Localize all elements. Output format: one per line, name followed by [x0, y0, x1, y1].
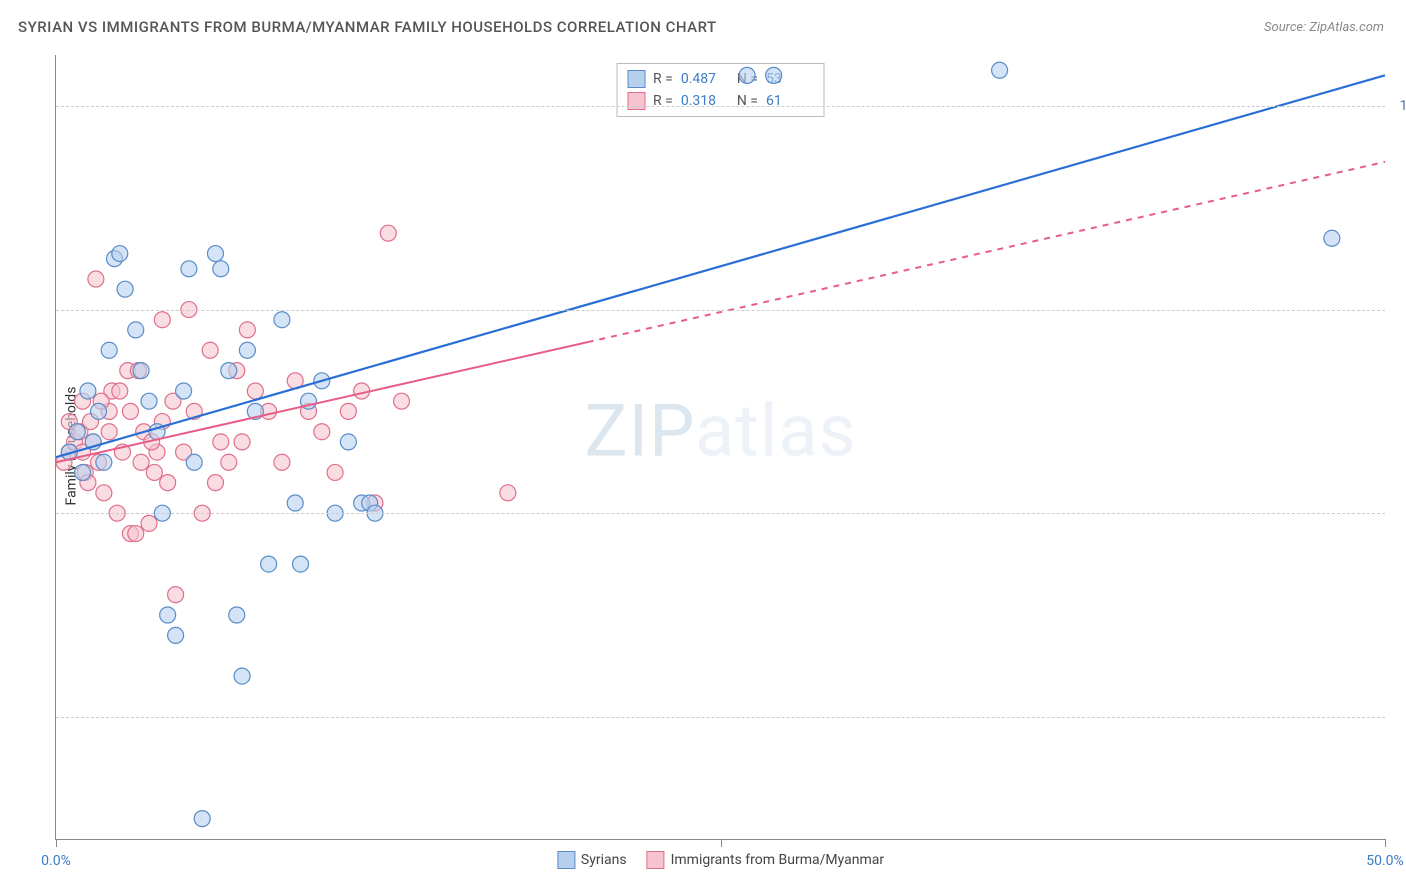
data-point — [96, 454, 112, 470]
chart-svg — [56, 55, 1385, 839]
gridline-h — [56, 310, 1385, 311]
data-point — [133, 454, 149, 470]
xtick — [56, 839, 57, 847]
chart-title: SYRIAN VS IMMIGRANTS FROM BURMA/MYANMAR … — [18, 18, 717, 36]
data-point — [101, 424, 117, 440]
xtick — [1385, 839, 1386, 847]
data-point — [239, 322, 255, 338]
gridline-h — [56, 513, 1385, 514]
data-point — [739, 67, 755, 83]
trend-line — [56, 342, 588, 462]
bottom-legend: Syrians Immigrants from Burma/Myanmar — [557, 851, 884, 869]
legend-item-a: Syrians — [557, 851, 627, 869]
data-point — [88, 271, 104, 287]
data-point — [101, 342, 117, 358]
data-point — [1324, 230, 1340, 246]
data-point — [207, 246, 223, 262]
data-point — [213, 261, 229, 277]
data-point — [234, 434, 250, 450]
data-point — [274, 312, 290, 328]
data-point — [168, 587, 184, 603]
gridline-h — [56, 717, 1385, 718]
data-point — [122, 403, 138, 419]
data-point — [160, 607, 176, 623]
legend-label-b: Immigrants from Burma/Myanmar — [671, 852, 885, 868]
gridline-h — [56, 106, 1385, 107]
data-point — [314, 424, 330, 440]
xtick-label: 0.0% — [41, 853, 71, 869]
data-point — [221, 363, 237, 379]
data-point — [327, 464, 343, 480]
data-point — [96, 485, 112, 501]
legend-swatch-a — [557, 851, 575, 869]
data-point — [75, 464, 91, 480]
data-point — [239, 342, 255, 358]
legend-item-b: Immigrants from Burma/Myanmar — [647, 851, 885, 869]
data-point — [112, 383, 128, 399]
data-point — [117, 281, 133, 297]
data-point — [80, 383, 96, 399]
data-point — [186, 454, 202, 470]
legend-swatch-b — [647, 851, 665, 869]
data-point — [394, 393, 410, 409]
data-point — [168, 627, 184, 643]
trend-line — [56, 75, 1385, 457]
data-point — [202, 342, 218, 358]
data-point — [287, 495, 303, 511]
data-point — [274, 454, 290, 470]
legend-label-a: Syrians — [581, 852, 627, 868]
data-point — [766, 67, 782, 83]
data-point — [128, 526, 144, 542]
data-point — [992, 62, 1008, 78]
data-point — [160, 475, 176, 491]
data-point — [69, 424, 85, 440]
plot-area: ZIPatlas R = 0.487 N = 53 R = 0.318 N = … — [55, 55, 1385, 840]
data-point — [146, 464, 162, 480]
data-point — [141, 393, 157, 409]
data-point — [234, 668, 250, 684]
data-point — [221, 454, 237, 470]
data-point — [500, 485, 516, 501]
data-point — [91, 403, 107, 419]
data-point — [340, 434, 356, 450]
data-point — [128, 322, 144, 338]
data-point — [194, 811, 210, 827]
data-point — [247, 383, 263, 399]
data-point — [141, 515, 157, 531]
data-point — [133, 363, 149, 379]
data-point — [340, 403, 356, 419]
data-point — [229, 607, 245, 623]
data-point — [176, 383, 192, 399]
data-point — [207, 475, 223, 491]
ytick-label: 100.0% — [1400, 98, 1406, 114]
xtick — [721, 839, 722, 847]
xtick-label: 50.0% — [1366, 853, 1404, 869]
data-point — [112, 246, 128, 262]
data-point — [293, 556, 309, 572]
data-point — [380, 225, 396, 241]
data-point — [154, 312, 170, 328]
data-point — [261, 556, 277, 572]
data-point — [213, 434, 229, 450]
source-label: Source: ZipAtlas.com — [1264, 20, 1384, 35]
data-point — [181, 261, 197, 277]
